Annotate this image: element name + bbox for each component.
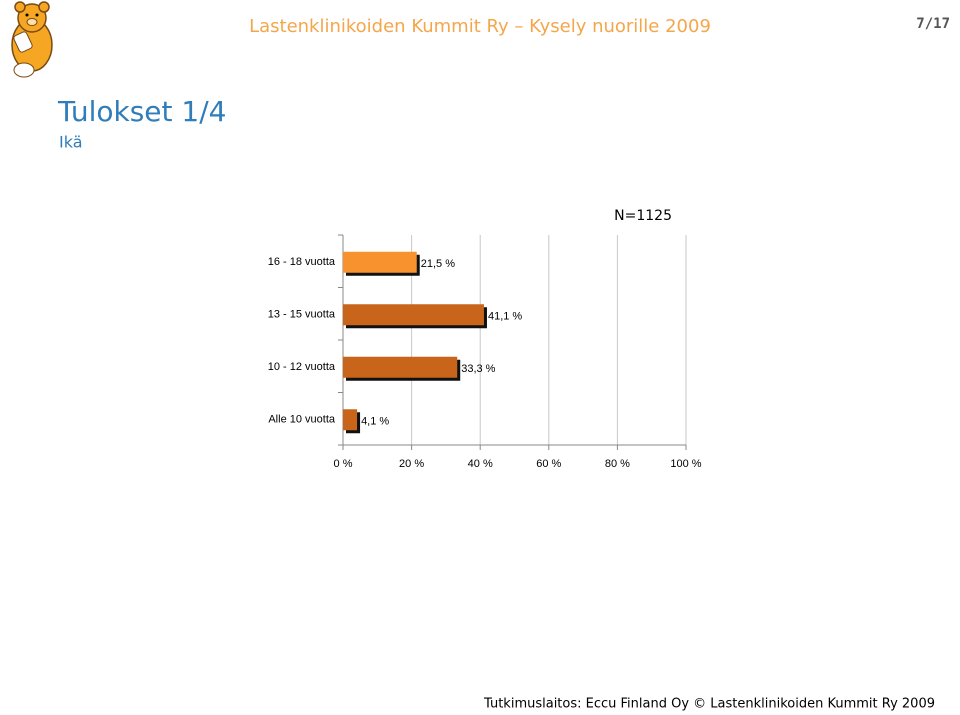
header-title: Lastenklinikoiden Kummit Ry – Kysely nuo… bbox=[249, 16, 711, 37]
x-tick-label: 0 % bbox=[334, 458, 353, 470]
x-tick-label: 100 % bbox=[670, 458, 701, 470]
bar bbox=[343, 251, 417, 273]
x-tick-label: 40 % bbox=[468, 458, 493, 470]
y-tick-label: 10 - 12 vuotta bbox=[268, 361, 336, 373]
y-tick-label: 13 - 15 vuotta bbox=[268, 309, 336, 321]
chart: 0 % 20 % 40 % 60 % 80 % 100 % 16 - 18 vuotta 21… bbox=[268, 234, 702, 470]
bar bbox=[343, 304, 484, 326]
slide-subtitle: Ikä bbox=[59, 133, 83, 152]
x-tick-label: 80 % bbox=[605, 458, 630, 470]
page-number: 7/17 bbox=[916, 16, 950, 32]
value-label: 4,1 % bbox=[361, 416, 389, 428]
bar bbox=[343, 409, 358, 431]
bar bbox=[343, 356, 458, 378]
annotation: N=1125 bbox=[614, 208, 672, 224]
value-label: 33,3 % bbox=[461, 363, 495, 375]
value-label: 41,1 % bbox=[488, 311, 522, 323]
y-tick-label: 16 - 18 vuotta bbox=[268, 256, 336, 268]
slide-title: Tulokset 1/4 bbox=[57, 95, 226, 128]
x-tick-label: 60 % bbox=[536, 458, 561, 470]
y-tick-label: Alle 10 vuotta bbox=[268, 414, 336, 426]
value-label: 21,5 % bbox=[421, 258, 455, 270]
footer: Tutkimuslaitos: Eccu Finland Oy © Lasten… bbox=[483, 697, 935, 712]
bear-logo bbox=[11, 1, 53, 78]
x-tick-label: 20 % bbox=[399, 458, 424, 470]
